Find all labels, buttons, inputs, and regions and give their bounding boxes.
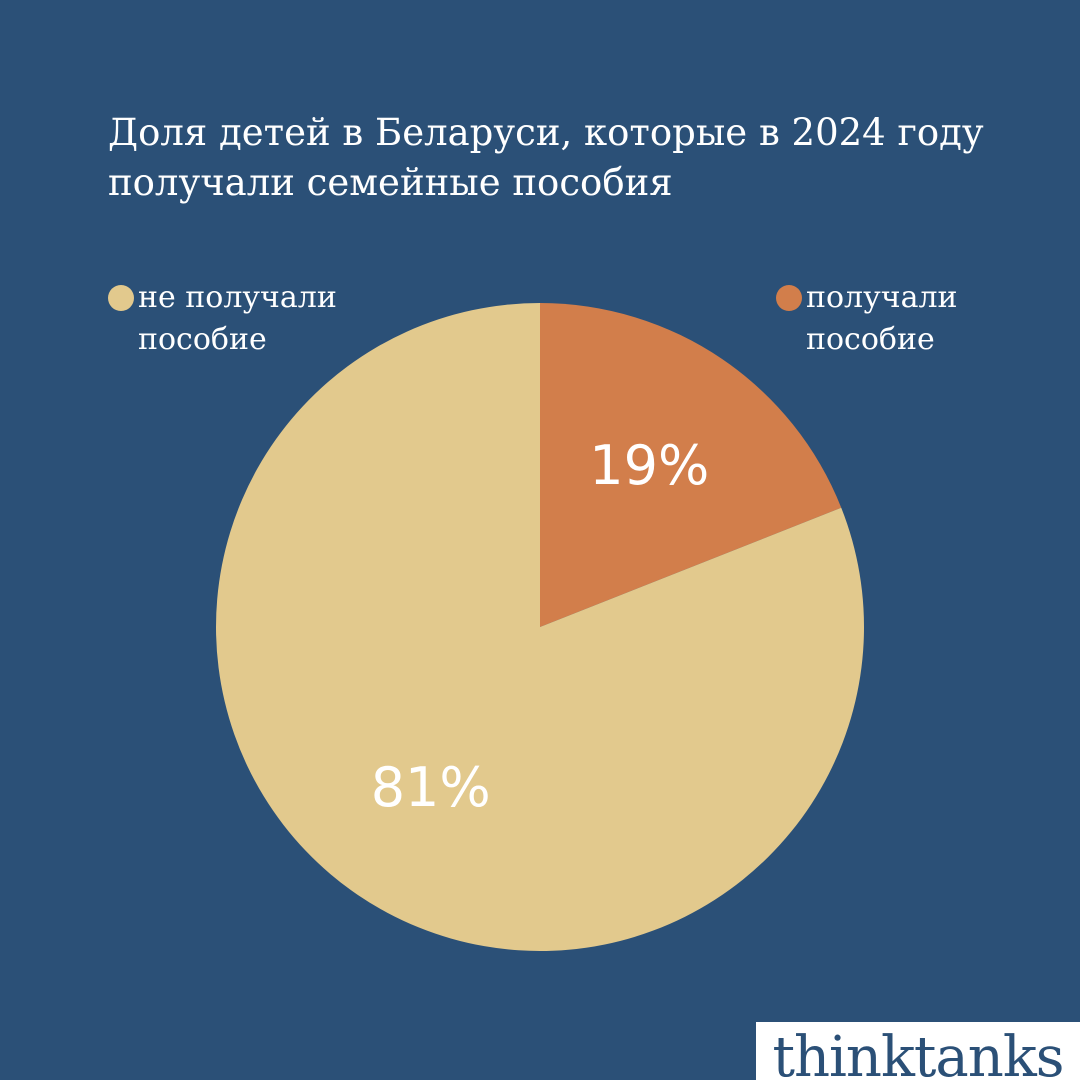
- chart-title-line-2: получали семейные пособия: [108, 161, 673, 204]
- legend-swatch-not-received: [108, 285, 134, 311]
- legend-item-not-received: не получали пособие: [108, 277, 337, 361]
- legend-label-not-received-line-2: пособие: [138, 322, 267, 357]
- legend-label-not-received-line-1: не получали: [138, 280, 337, 315]
- logo-text: thinktanks: [772, 1025, 1064, 1080]
- chart-title-line-1: Доля детей в Беларуси, которые в 2024 го…: [108, 111, 984, 154]
- chart-title: Доля детей в Беларуси, которые в 2024 го…: [108, 108, 1008, 208]
- legend-label-not-received: не получали пособие: [138, 277, 337, 361]
- pie-slice-0: [540, 303, 842, 627]
- legend-swatch-received: [776, 285, 802, 311]
- thinktanks-logo: thinktanks: [756, 1022, 1080, 1080]
- legend-item-received: получали пособие: [776, 277, 958, 361]
- pie-slice-label-1: 81%: [371, 756, 491, 819]
- pie-slice-label-0: 19%: [589, 434, 709, 497]
- legend-label-received-line-2: пособие: [806, 322, 935, 357]
- legend-label-received: получали пособие: [806, 277, 958, 361]
- legend-label-received-line-1: получали: [806, 280, 958, 315]
- pie-slice-1: [215, 303, 865, 952]
